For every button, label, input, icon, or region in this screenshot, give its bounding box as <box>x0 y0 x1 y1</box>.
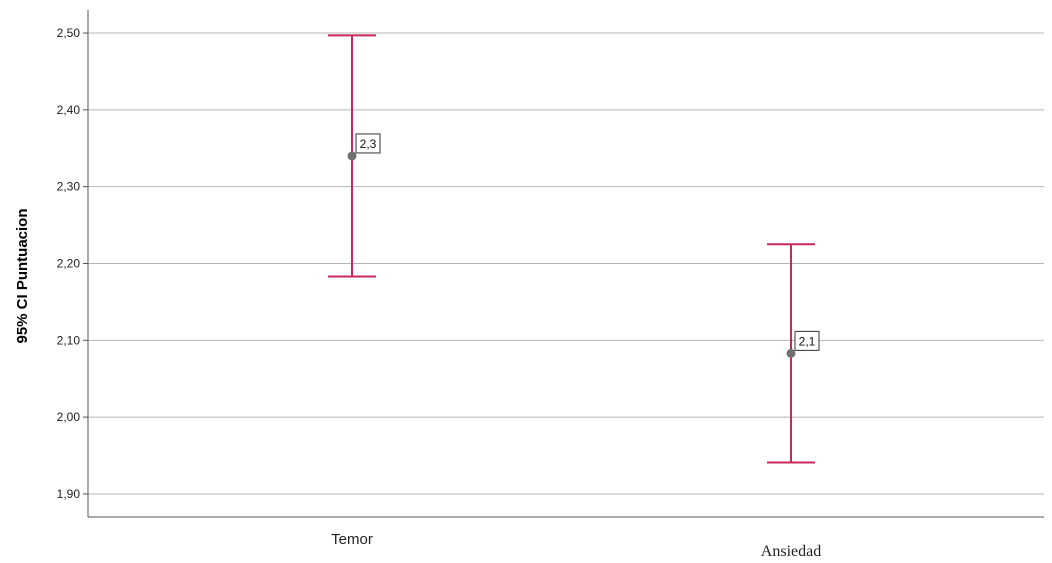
data-label-box <box>355 133 381 154</box>
data-label-box <box>794 330 820 351</box>
y-tick-label: 2,10 <box>57 333 81 347</box>
x-category-label: Temor <box>331 531 373 548</box>
y-tick-label: 1,90 <box>57 487 81 501</box>
mean-marker <box>347 151 357 161</box>
y-tick-label: 2,50 <box>57 26 81 40</box>
data-label: 2,1 <box>799 334 816 348</box>
y-tick-label: 2,20 <box>57 257 81 271</box>
y-tick-labels: 1,90 2,00 2,10 2,20 2,30 2,40 2,50 <box>57 26 88 501</box>
data-label: 2,3 <box>360 137 377 151</box>
y-tick-label: 2,30 <box>57 180 81 194</box>
y-axis-label: 95% CI Puntuacion <box>14 208 31 343</box>
x-category-label: Ansiedad <box>761 543 821 560</box>
y-tick-label: 2,40 <box>57 103 81 117</box>
y-tick-label: 2,00 <box>57 410 81 424</box>
category-labels: Temor Ansiedad <box>331 531 821 560</box>
gridlines <box>88 32 1044 495</box>
mean-marker <box>786 348 796 358</box>
error-bars: 2,3 2,1 <box>328 34 820 464</box>
